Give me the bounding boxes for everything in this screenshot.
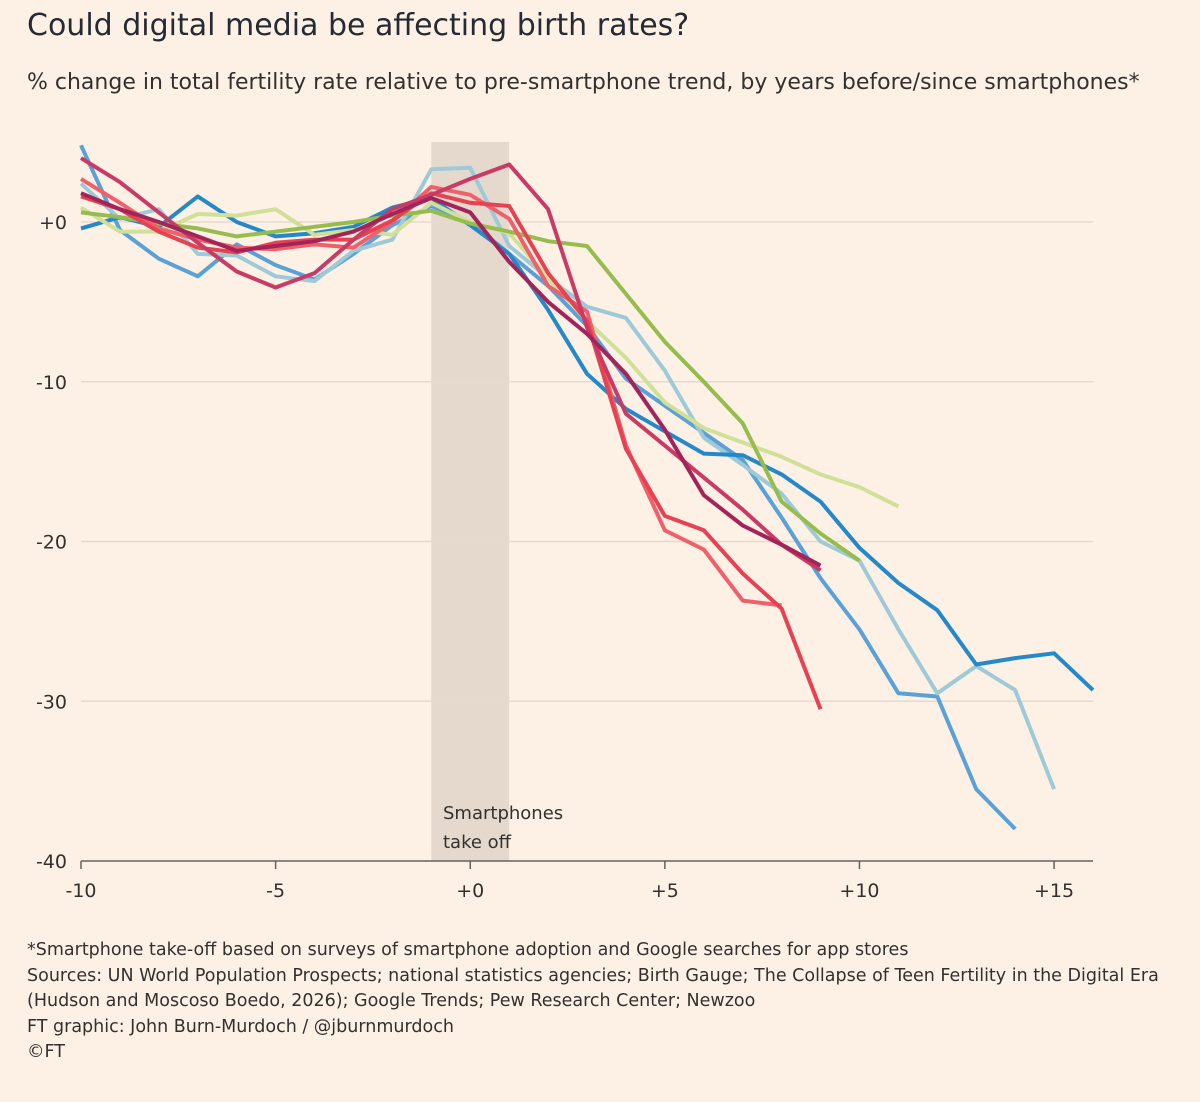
series-line-3 [80, 194, 1095, 692]
copyright: ©FT [27, 1042, 65, 1063]
footnote-asterisk: *Smartphone take-off based on surveys of… [27, 940, 909, 960]
band-annotation: Smartphones take off [443, 803, 563, 853]
smartphone-takeoff-band [431, 142, 510, 861]
x-tick-label: +5 [651, 880, 679, 902]
x-tick-label: -10 [65, 880, 96, 902]
y-tick-label: -40 [36, 851, 67, 873]
series-line-6 [79, 177, 782, 608]
band-label-line: take off [443, 832, 512, 853]
chart-subtitle: % change in total fertility rate relativ… [27, 70, 1140, 95]
series-lines [79, 144, 1095, 831]
band-label-line: Smartphones [443, 803, 563, 824]
chart-title: Could digital media be affecting birth r… [27, 8, 690, 43]
y-tick-label: -30 [36, 691, 67, 713]
series-line-9 [80, 191, 822, 568]
sources-line-1: Sources: UN World Population Prospects; … [27, 965, 1159, 986]
graphic-credit: FT graphic: John Burn-Murdoch / @jburnmu… [27, 1016, 454, 1037]
gridlines [81, 221, 1093, 702]
line-chart: -10 -5 +0 +5 +10 +15 +0 -10 -20 -30 -40 Smartphon… [36, 142, 1095, 902]
y-axis-labels: +0 -10 -20 -30 -40 [36, 212, 67, 873]
x-tick-label: -5 [266, 880, 285, 902]
sources-line-2: (Hudson and Moscoso Boedo, 2026); Google… [27, 991, 756, 1012]
x-tick-label: +15 [1034, 880, 1074, 902]
footnotes: *Smartphone take-off based on surveys of… [27, 938, 1159, 1066]
series-line-8 [79, 156, 822, 572]
x-tick-label: +10 [839, 880, 879, 902]
takeoff-band-rect [431, 142, 510, 861]
y-tick-label: -20 [36, 532, 67, 554]
series-line-2 [79, 165, 1056, 790]
x-axis: -10 -5 +0 +5 +10 +15 [65, 860, 1093, 902]
y-tick-label: -10 [36, 372, 67, 394]
series-line-5 [80, 208, 861, 563]
x-tick-label: +0 [456, 880, 484, 902]
y-tick-label: +0 [39, 212, 67, 234]
series-line-1 [79, 144, 1017, 831]
